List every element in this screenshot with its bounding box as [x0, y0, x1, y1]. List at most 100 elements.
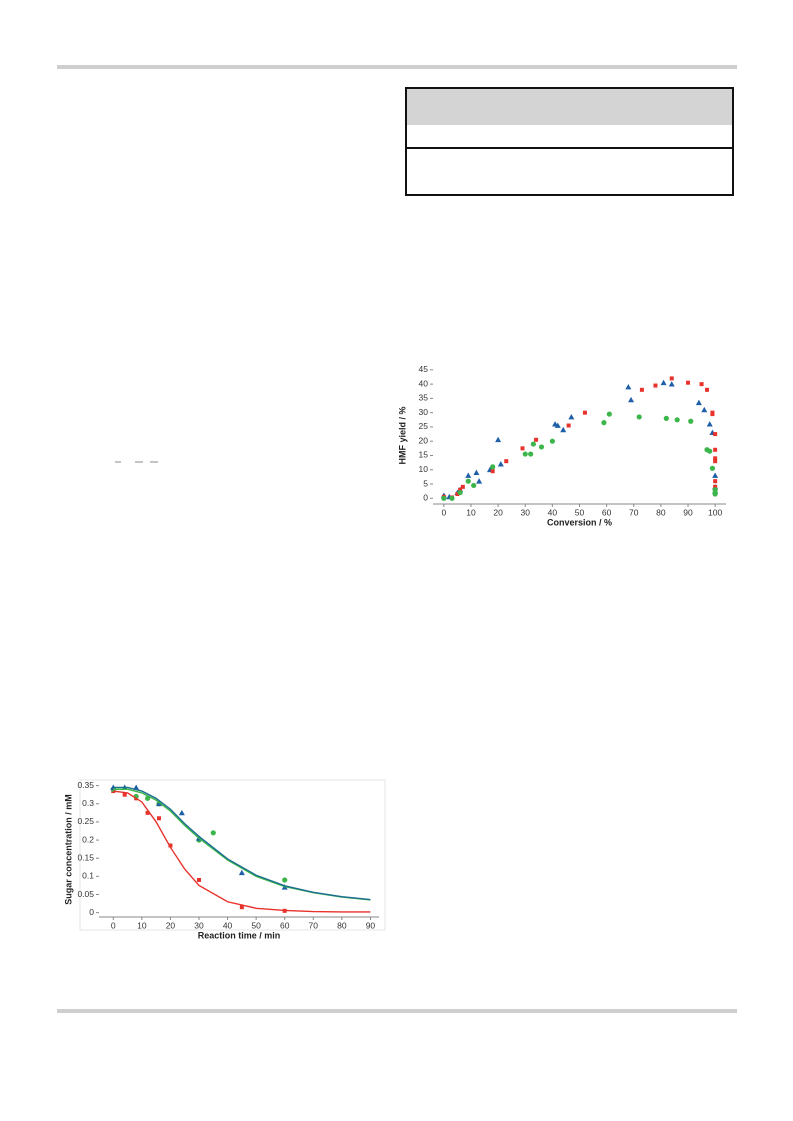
x-tick-label: 40 — [223, 920, 233, 930]
point — [458, 487, 463, 492]
point — [660, 379, 667, 386]
y-tick-label: 20 — [419, 435, 429, 445]
point — [495, 436, 502, 443]
y-tick-label: 40 — [419, 378, 429, 388]
point — [710, 410, 715, 415]
y-tick-label: 0.3 — [82, 798, 94, 808]
point — [534, 437, 539, 442]
x-tick-label: 80 — [656, 507, 666, 517]
point — [441, 495, 447, 501]
point — [674, 417, 680, 423]
x-tick-label: 70 — [629, 507, 639, 517]
x-axis-label: Reaction time / min — [198, 930, 281, 940]
point — [473, 469, 480, 476]
point — [122, 792, 127, 797]
point — [178, 809, 185, 816]
chart: 0 10 20 30 40 50 60 70 80 90 100 0 5 10 15 20 25 30 35 40 45… — [397, 364, 726, 527]
point — [639, 387, 644, 392]
point — [713, 447, 718, 452]
point — [636, 414, 642, 420]
point — [156, 800, 162, 807]
point — [210, 830, 216, 836]
x-tick-label: 60 — [602, 507, 612, 517]
point — [490, 464, 496, 470]
x-tick-label: 0 — [111, 920, 116, 930]
point — [528, 451, 534, 457]
x-tick-label: 30 — [521, 507, 531, 517]
point — [695, 399, 702, 406]
y-tick-label: 30 — [419, 407, 429, 417]
x-tick-label: 20 — [493, 507, 503, 517]
point — [476, 478, 483, 484]
point — [712, 491, 718, 497]
point — [628, 396, 635, 403]
y-axis-label: Sugar concentration / mM — [63, 794, 73, 905]
point — [530, 441, 536, 447]
y-tick-label: 35 — [419, 393, 429, 403]
point — [145, 810, 150, 815]
point — [457, 489, 463, 496]
x-tick-label: 50 — [575, 507, 585, 517]
y-tick-label: 45 — [419, 364, 429, 374]
point — [282, 877, 288, 883]
x-tick-label: 100 — [708, 507, 722, 517]
point — [549, 438, 555, 444]
table-header — [406, 88, 733, 125]
point — [707, 448, 713, 454]
point — [568, 413, 575, 420]
point — [713, 432, 718, 437]
point — [713, 456, 718, 461]
point — [460, 484, 465, 489]
point — [490, 469, 495, 474]
point — [713, 484, 718, 489]
x-tick-label: 40 — [548, 507, 558, 517]
point — [712, 472, 719, 478]
point — [668, 381, 675, 387]
fit-line — [113, 786, 371, 901]
point — [504, 459, 509, 464]
y-tick-label: 10 — [419, 464, 429, 474]
point — [522, 451, 528, 457]
point — [497, 461, 504, 467]
x-tick-label: 70 — [309, 920, 319, 930]
point — [168, 843, 173, 848]
header-rule — [57, 65, 737, 69]
point — [705, 387, 710, 392]
x-tick-label: 50 — [251, 920, 261, 930]
x-tick-label: 0 — [441, 507, 446, 517]
point — [699, 382, 704, 387]
y-tick-label: 0.25 — [77, 816, 94, 826]
y-tick-label: 0.2 — [82, 834, 94, 844]
x-axis-label: Conversion / % — [547, 517, 612, 527]
point — [133, 784, 140, 790]
x-tick-label: 60 — [280, 920, 290, 930]
x-tick-label: 80 — [337, 920, 347, 930]
point — [688, 418, 694, 424]
point — [701, 406, 708, 413]
point — [625, 383, 632, 390]
y-tick-label: 0.1 — [82, 871, 94, 881]
point — [465, 472, 472, 478]
y-tick-label: 15 — [419, 450, 429, 460]
chart-frame — [79, 779, 386, 931]
point — [465, 478, 471, 484]
point — [238, 869, 245, 876]
y-tick-label: 0.15 — [77, 852, 94, 862]
point — [606, 411, 612, 417]
footer-rule — [57, 1009, 737, 1013]
y-tick-label: 0 — [89, 907, 94, 917]
point — [197, 877, 201, 882]
point — [653, 383, 658, 388]
point — [471, 482, 477, 489]
point — [669, 376, 674, 381]
point — [239, 905, 244, 910]
point — [706, 421, 713, 427]
x-tick-label: 90 — [683, 507, 693, 517]
point — [601, 420, 607, 426]
x-tick-label: 20 — [166, 920, 176, 930]
point — [663, 415, 669, 421]
y-tick-label: 0.05 — [77, 889, 94, 899]
point — [582, 410, 587, 415]
point — [520, 446, 525, 451]
